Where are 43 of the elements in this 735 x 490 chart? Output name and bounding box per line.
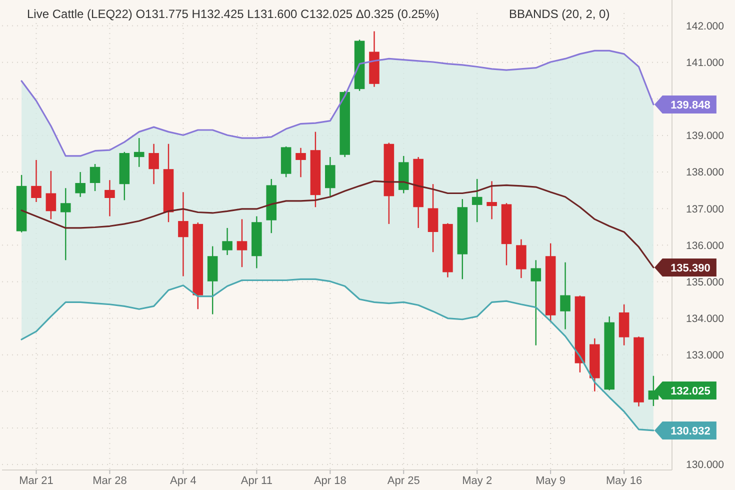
y-tick-label: 136.000 (686, 240, 724, 252)
candlestick (75, 171, 86, 198)
candlestick (236, 218, 248, 268)
x-tick-label: Apr 11 (240, 475, 272, 487)
candlestick (472, 178, 482, 223)
candlestick (486, 180, 497, 220)
y-tick-label: 142.000 (686, 20, 724, 32)
candlestick (90, 163, 100, 192)
candlestick (560, 262, 570, 330)
candlestick (46, 170, 56, 220)
x-tick-label: Apr 4 (170, 475, 196, 487)
y-tick-label: 139.000 (686, 130, 724, 142)
x-tick-label: May 9 (536, 475, 566, 487)
y-tick-label: 134.000 (686, 312, 724, 325)
candlestick (530, 260, 542, 346)
candlestick (222, 227, 232, 256)
candlestick (428, 184, 438, 253)
candlestick (148, 143, 159, 185)
chart-subtitle: BBANDS (20, 2, 0) (509, 7, 610, 21)
y-tick-label: 130.000 (686, 459, 724, 472)
candlestick (60, 188, 71, 261)
x-tick-label: May 16 (606, 475, 642, 487)
y-tick-label: 138.000 (686, 166, 724, 179)
data-label: 139.848 (670, 99, 710, 112)
candlestick (104, 179, 115, 217)
y-tick-label: 135.000 (686, 276, 724, 288)
y-tick-label: 137.000 (686, 203, 724, 216)
candlestick (31, 159, 42, 203)
x-tick-label: Apr 25 (387, 475, 420, 487)
y-tick-label: 133.000 (686, 350, 724, 362)
data-label: 135.390 (670, 262, 710, 274)
chart-title: Live Cattle (LEQ22) O131.775 H132.425 L131.600 C132.025 Δ0.325 (0.25%) (27, 7, 440, 21)
data-label: 130.932 (670, 425, 710, 438)
x-tick-label: May 2 (462, 475, 492, 487)
candlestick (178, 192, 188, 277)
candlestick (325, 156, 336, 197)
candlestick (134, 137, 144, 168)
x-tick-label: Mar 21 (19, 475, 54, 487)
y-tick-label: 141.000 (686, 57, 724, 70)
candlestick (296, 147, 306, 178)
text: 132.025 (670, 385, 710, 398)
x-tick-label: Apr 18 (314, 475, 346, 487)
x-tick-label: Mar 28 (92, 475, 127, 487)
